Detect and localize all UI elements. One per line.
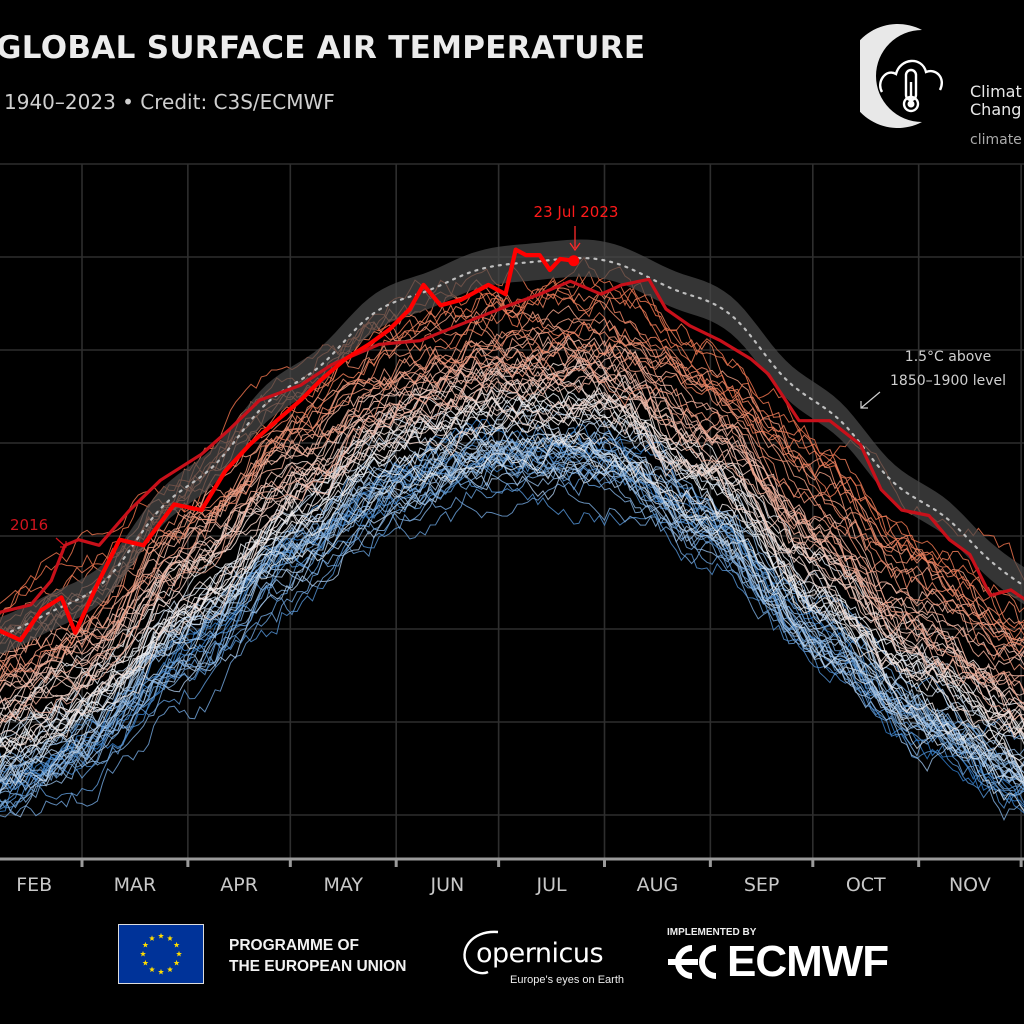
eu-programme-text: PROGRAMME OF THE EUROPEAN UNION xyxy=(229,935,406,977)
eu-star-icon xyxy=(158,932,164,939)
eu-programme-line1: PROGRAMME OF xyxy=(229,937,360,954)
eu-flag xyxy=(118,924,204,984)
threshold-band-centerline xyxy=(0,256,1024,638)
year-line-1999 xyxy=(0,337,1024,660)
highlight-series xyxy=(0,247,1024,643)
year-line-1947 xyxy=(0,474,1024,809)
copernicus-logo: opernicus Europe's eyes on Earth xyxy=(458,926,625,988)
implemented-by-label: IMPLEMENTED BY xyxy=(667,927,757,938)
year-line-2003 xyxy=(0,356,1024,723)
eu-star-icon xyxy=(142,959,149,966)
month-label-oct: OCT xyxy=(846,874,886,896)
annotation-2023-arrowhead xyxy=(569,242,581,252)
eu-star-icon xyxy=(167,966,173,973)
annotation-2016-arrow xyxy=(55,537,67,548)
eu-star-icon xyxy=(167,935,173,941)
year-line-1983 xyxy=(0,402,1024,737)
year-line-1950 xyxy=(0,446,1024,790)
record-marker-2023 xyxy=(568,255,580,267)
annotation-band-line1: 1.5°C above xyxy=(905,349,991,365)
eu-star-icon xyxy=(173,959,180,966)
year-line-1963 xyxy=(0,440,1024,781)
series-line-2016 xyxy=(0,277,1024,614)
year-line-1955 xyxy=(0,451,1024,781)
page-subtitle: 1940–2023 • Credit: C3S/ECMWF xyxy=(4,90,335,114)
month-label-aug: AUG xyxy=(637,874,679,896)
month-label-may: MAY xyxy=(323,874,363,896)
year-line-1940 xyxy=(0,436,1024,806)
year-line-1972 xyxy=(0,433,1024,786)
month-label-jul: JUL xyxy=(536,874,568,896)
ecmwf-mark-icon xyxy=(668,945,717,979)
month-label-apr: APR xyxy=(220,874,258,896)
copernicus-tagline: Europe's eyes on Earth xyxy=(510,974,625,986)
year-line-1943 xyxy=(0,419,1024,813)
month-label-sep: SEP xyxy=(744,874,780,896)
eu-star-icon xyxy=(149,935,155,941)
eu-star-icon xyxy=(142,941,149,948)
year-line-1946 xyxy=(0,437,1024,810)
eu-star-icon xyxy=(158,968,164,975)
year-line-2009 xyxy=(0,343,1024,705)
x-axis: FEB MAR APR MAY JUN JUL AUG SEP OCT NOV xyxy=(0,857,1024,896)
month-label-jun: JUN xyxy=(430,874,465,896)
threshold-band xyxy=(0,239,1024,655)
year-line-2005 xyxy=(0,349,1024,692)
eu-programme-line2: THE EUROPEAN UNION xyxy=(229,958,407,975)
year-line-1961 xyxy=(0,439,1024,795)
copernicus-arc-icon xyxy=(463,930,499,975)
eu-star-icon xyxy=(149,966,155,973)
annotation-2023-label: 23 Jul 2023 xyxy=(534,203,619,221)
year-line-1984 xyxy=(0,389,1024,767)
climate-change-service-icon xyxy=(845,24,943,128)
year-line-1953 xyxy=(0,471,1024,818)
year-line-2006 xyxy=(0,326,1024,682)
year-line-1971 xyxy=(0,406,1024,761)
year-line-1982 xyxy=(0,387,1024,759)
background-year-lines xyxy=(0,256,1024,821)
temperature-chart: FEB MAR APR MAY JUN JUL AUG SEP OCT NOV 23 Jul 20… xyxy=(0,163,1024,896)
year-line-1987 xyxy=(0,354,1024,736)
year-line-2000 xyxy=(0,357,1024,692)
eu-star-icon xyxy=(140,950,146,957)
c3s-logo-line2: Chang xyxy=(970,100,1022,119)
ecmwf-wordmark: ECMWF xyxy=(727,937,889,986)
month-label-mar: MAR xyxy=(114,874,157,896)
annotation-2016-label: 2016 xyxy=(10,516,48,534)
year-line-1965 xyxy=(0,461,1024,781)
month-label-nov: NOV xyxy=(949,874,991,896)
c3s-logo: Climat Chang climate xyxy=(845,22,1024,148)
annotation-band-arrow xyxy=(860,391,881,409)
eu-star-icon xyxy=(176,950,182,957)
year-line-2011 xyxy=(0,354,1024,679)
threshold-band-area xyxy=(0,239,1024,655)
year-line-1996 xyxy=(0,334,1024,693)
eu-stars-icon xyxy=(140,932,182,975)
annotation-band-line2: 1850–1900 level xyxy=(890,373,1006,389)
c3s-logo-line1: Climat xyxy=(970,82,1022,101)
year-line-1973 xyxy=(0,448,1024,813)
eu-star-icon xyxy=(173,941,180,948)
series-line-2023 xyxy=(0,247,576,643)
year-line-2004 xyxy=(0,339,1024,691)
page-title: GLOBAL SURFACE AIR TEMPERATURE xyxy=(0,30,646,66)
c3s-logo-url: climate xyxy=(970,132,1022,148)
year-line-1942 xyxy=(0,437,1024,814)
month-label-feb: FEB xyxy=(16,874,52,896)
year-line-1967 xyxy=(0,435,1024,790)
year-line-1980 xyxy=(0,439,1024,780)
copernicus-wordmark: opernicus xyxy=(476,938,604,969)
annotations: 23 Jul 2023 2016 1.5°C above 1850–1900 l… xyxy=(10,203,1006,548)
year-line-1992 xyxy=(0,381,1024,724)
